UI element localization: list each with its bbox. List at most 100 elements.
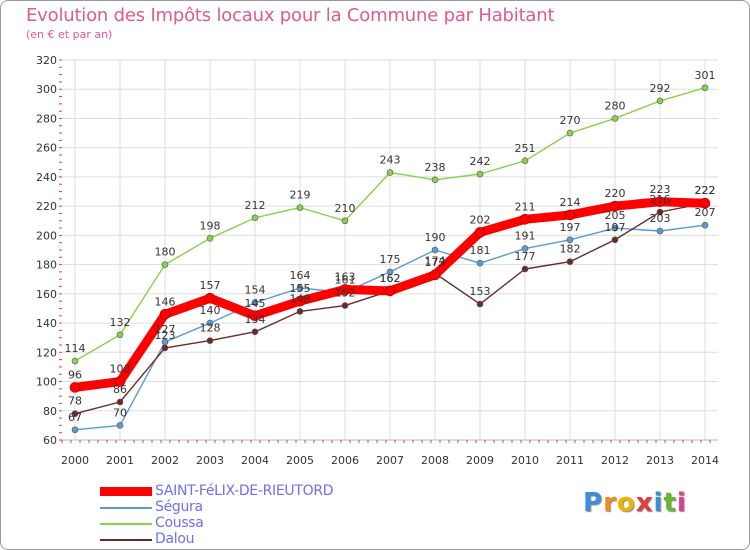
data-point-coussa bbox=[701, 84, 709, 92]
data-point-saint_felix bbox=[384, 285, 396, 297]
data-point-dalou bbox=[341, 302, 349, 309]
data-label-dalou: 78 bbox=[68, 395, 82, 408]
data-label-segura: 161 bbox=[335, 273, 356, 286]
data-label-segura: 140 bbox=[200, 304, 221, 317]
data-label-segura: 154 bbox=[245, 284, 266, 297]
data-label-saint_felix: 163 bbox=[335, 270, 356, 283]
legend-swatch-dalou bbox=[100, 539, 152, 541]
chart-subtitle: (en € et par an) bbox=[26, 28, 113, 41]
data-point-dalou bbox=[116, 398, 124, 406]
data-label-dalou: 86 bbox=[113, 383, 127, 396]
data-point-saint_felix bbox=[474, 227, 486, 238]
y-tick-label: 60 bbox=[43, 434, 57, 447]
data-label-coussa: 212 bbox=[245, 199, 266, 212]
data-point-saint_felix bbox=[564, 209, 576, 221]
data-point-coussa bbox=[566, 129, 574, 137]
data-label-saint_felix: 202 bbox=[470, 213, 491, 226]
data-label-segura: 191 bbox=[515, 230, 536, 243]
y-tick-label: 120 bbox=[36, 346, 57, 359]
data-point-segura bbox=[701, 221, 709, 229]
data-label-segura: 127 bbox=[155, 323, 176, 336]
data-point-dalou bbox=[161, 344, 169, 352]
data-label-saint_felix: 222 bbox=[695, 184, 716, 197]
x-tick-label: 2009 bbox=[466, 454, 494, 467]
data-point-saint_felix bbox=[519, 214, 531, 225]
data-label-coussa: 251 bbox=[515, 142, 536, 155]
legend-swatch-saint-felix bbox=[100, 487, 152, 496]
data-label-dalou: 174 bbox=[425, 254, 446, 267]
data-label-dalou: 197 bbox=[605, 221, 626, 234]
data-point-saint_felix bbox=[654, 196, 666, 208]
data-label-saint_felix: 146 bbox=[155, 295, 176, 308]
data-label-dalou: 182 bbox=[560, 243, 581, 256]
data-point-coussa bbox=[611, 115, 619, 122]
data-point-coussa bbox=[476, 170, 484, 178]
data-label-dalou: 216 bbox=[650, 193, 671, 206]
data-point-segura bbox=[431, 246, 439, 254]
proxiti-logo: Proxiti bbox=[583, 488, 687, 518]
data-point-dalou bbox=[476, 300, 484, 308]
data-point-coussa bbox=[161, 261, 169, 268]
data-label-coussa: 242 bbox=[470, 155, 491, 168]
data-point-coussa bbox=[386, 169, 394, 176]
x-tick-label: 2005 bbox=[286, 454, 314, 467]
data-label-coussa: 210 bbox=[335, 202, 356, 215]
legend-swatch-coussa bbox=[100, 523, 152, 525]
logo-letter: t bbox=[663, 488, 677, 518]
data-label-segura: 205 bbox=[605, 209, 626, 222]
data-point-saint_felix bbox=[159, 309, 171, 320]
y-tick-label: 140 bbox=[36, 317, 57, 330]
data-point-segura bbox=[566, 236, 574, 244]
data-point-saint_felix bbox=[609, 200, 621, 212]
data-point-segura bbox=[206, 319, 214, 327]
data-point-coussa bbox=[296, 204, 304, 211]
y-tick-label: 100 bbox=[36, 376, 57, 389]
data-label-segura: 207 bbox=[695, 206, 716, 219]
data-point-dalou bbox=[296, 308, 304, 315]
x-tick-label: 2008 bbox=[421, 454, 449, 467]
data-label-segura: 175 bbox=[380, 253, 401, 266]
y-tick-label: 200 bbox=[36, 229, 57, 242]
data-point-segura bbox=[656, 227, 664, 235]
data-label-saint_felix: 162 bbox=[380, 272, 401, 285]
data-point-segura bbox=[116, 422, 124, 429]
data-label-coussa: 292 bbox=[650, 82, 671, 95]
data-point-coussa bbox=[71, 357, 79, 365]
logo-letter: i bbox=[676, 488, 687, 518]
data-point-dalou bbox=[206, 337, 214, 344]
y-tick-label: 280 bbox=[36, 112, 57, 125]
data-point-dalou bbox=[611, 236, 619, 244]
data-label-dalou: 148 bbox=[290, 292, 311, 305]
data-point-saint_felix bbox=[204, 292, 216, 304]
legend-swatch-segura bbox=[100, 507, 152, 509]
legend-label-coussa: Coussa bbox=[155, 515, 204, 531]
data-point-saint_felix bbox=[699, 197, 711, 209]
data-label-coussa: 238 bbox=[425, 161, 446, 174]
x-tick-label: 2011 bbox=[556, 454, 584, 467]
x-tick-label: 2007 bbox=[376, 454, 404, 467]
x-tick-label: 2013 bbox=[646, 454, 674, 467]
y-tick-label: 260 bbox=[36, 142, 57, 155]
data-point-dalou bbox=[566, 258, 574, 265]
legend-label-saint-felix: SAINT-FéLIX-DE-RIEUTORD bbox=[155, 483, 334, 499]
data-label-coussa: 132 bbox=[110, 316, 131, 329]
data-label-segura: 67 bbox=[68, 411, 82, 424]
data-point-saint_felix bbox=[339, 284, 351, 295]
data-label-saint_felix: 214 bbox=[560, 196, 581, 209]
data-label-dalou: 153 bbox=[470, 285, 491, 298]
x-tick-label: 2012 bbox=[601, 454, 629, 467]
data-label-saint_felix: 157 bbox=[200, 279, 221, 292]
data-label-saint_felix: 173 bbox=[425, 256, 446, 269]
data-point-segura bbox=[71, 426, 79, 434]
data-label-coussa: 219 bbox=[290, 189, 311, 202]
data-point-coussa bbox=[251, 214, 259, 222]
y-tick-label: 300 bbox=[36, 83, 57, 96]
legend-label-dalou: Dalou bbox=[155, 531, 195, 547]
x-tick-label: 2001 bbox=[106, 454, 134, 467]
data-label-saint_felix: 100 bbox=[110, 363, 131, 376]
data-point-saint_felix bbox=[294, 295, 306, 307]
data-point-coussa bbox=[341, 217, 349, 225]
y-tick-label: 240 bbox=[36, 171, 57, 184]
data-point-saint_felix bbox=[114, 376, 126, 387]
